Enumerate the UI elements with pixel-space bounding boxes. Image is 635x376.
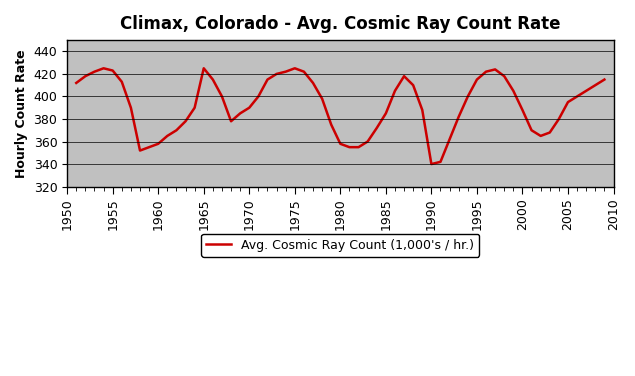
Avg. Cosmic Ray Count (1,000's / hr.) bbox=[136, 148, 144, 153]
Avg. Cosmic Ray Count (1,000's / hr.) bbox=[72, 81, 80, 85]
Avg. Cosmic Ray Count (1,000's / hr.) bbox=[218, 94, 226, 99]
Line: Avg. Cosmic Ray Count (1,000's / hr.): Avg. Cosmic Ray Count (1,000's / hr.) bbox=[76, 68, 605, 164]
Legend: Avg. Cosmic Ray Count (1,000's / hr.): Avg. Cosmic Ray Count (1,000's / hr.) bbox=[201, 233, 479, 256]
Avg. Cosmic Ray Count (1,000's / hr.) bbox=[163, 133, 171, 138]
Avg. Cosmic Ray Count (1,000's / hr.) bbox=[100, 66, 107, 71]
Avg. Cosmic Ray Count (1,000's / hr.) bbox=[473, 77, 481, 82]
Y-axis label: Hourly Count Rate: Hourly Count Rate bbox=[15, 49, 28, 178]
Avg. Cosmic Ray Count (1,000's / hr.) bbox=[427, 162, 435, 166]
Title: Climax, Colorado - Avg. Cosmic Ray Count Rate: Climax, Colorado - Avg. Cosmic Ray Count… bbox=[120, 15, 561, 33]
X-axis label: Year: Year bbox=[321, 236, 359, 251]
Avg. Cosmic Ray Count (1,000's / hr.) bbox=[601, 77, 608, 82]
Avg. Cosmic Ray Count (1,000's / hr.) bbox=[91, 70, 98, 74]
Avg. Cosmic Ray Count (1,000's / hr.) bbox=[355, 145, 363, 149]
